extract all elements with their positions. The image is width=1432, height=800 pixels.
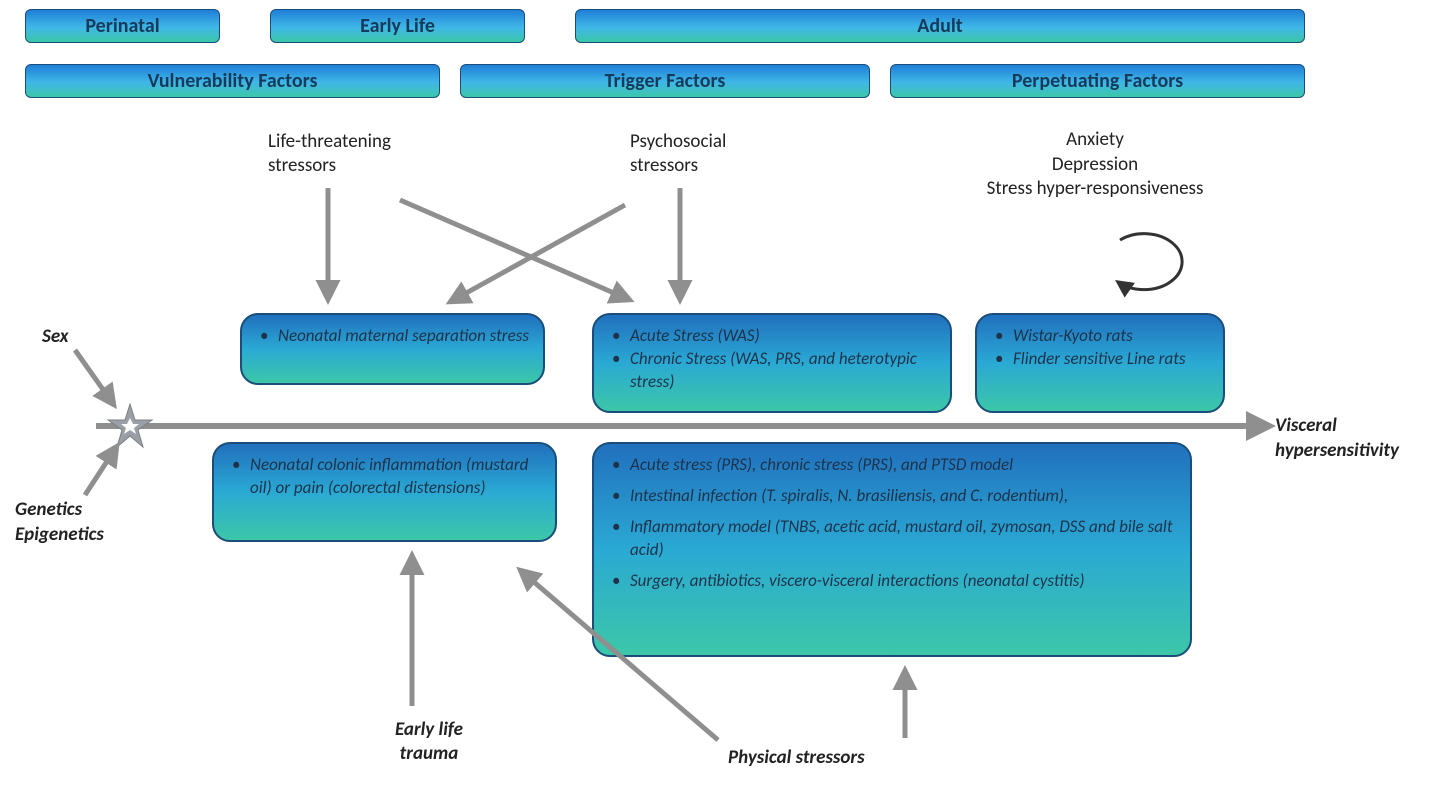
- arrow-cross-ltr: [400, 200, 630, 300]
- factor-vulnerability: Vulnerability Factors: [25, 64, 440, 98]
- arrow-cross-rtl: [450, 205, 625, 302]
- label-sex: Sex: [42, 325, 68, 348]
- label-genetics: Genetics Epigenetics: [15, 498, 104, 547]
- box-neonatal-separation: Neonatal maternal separation stress: [240, 313, 545, 385]
- label-psychosocial: Psychosocial stressors: [630, 130, 726, 178]
- box-rat-models: Wistar-Kyoto rats Flinder sensitive Line…: [975, 313, 1225, 413]
- factor-perpetuating: Perpetuating Factors: [890, 64, 1305, 98]
- factor-trigger: Trigger Factors: [460, 64, 870, 98]
- arrow-sex: [75, 350, 114, 405]
- stage-adult: Adult: [575, 9, 1305, 43]
- factor-label: Vulnerability Factors: [148, 69, 318, 93]
- factor-label: Trigger Factors: [605, 69, 726, 93]
- arrow-genetics: [85, 446, 117, 495]
- box-neonatal-inflammation: Neonatal colonic inflammation (mustard o…: [212, 442, 557, 542]
- box-physical-stressors-detail: Acute stress (PRS), chronic stress (PRS)…: [592, 442, 1192, 657]
- factor-label: Perpetuating Factors: [1012, 69, 1183, 93]
- label-perpetuating-list: Anxiety Depression Stress hyper-responsi…: [960, 128, 1230, 202]
- stage-early-life: Early Life: [270, 9, 525, 43]
- label-early-life-trauma: Early life trauma: [395, 718, 463, 766]
- label-physical-stressors: Physical stressors: [728, 746, 865, 769]
- stage-perinatal: Perinatal: [25, 9, 220, 43]
- origin-star-inner: [121, 418, 139, 434]
- label-life-threatening: Life-threatening stressors: [268, 130, 391, 178]
- loop-arrow-icon: [1118, 234, 1182, 290]
- box-acute-chronic-stress: Acute Stress (WAS) Chronic Stress (WAS, …: [592, 313, 952, 413]
- origin-star-icon: [108, 404, 152, 447]
- stage-label: Early Life: [360, 14, 435, 38]
- stage-label: Adult: [917, 14, 962, 38]
- stage-label: Perinatal: [85, 14, 159, 38]
- label-visceral: Visceral hypersensitivity: [1275, 414, 1399, 463]
